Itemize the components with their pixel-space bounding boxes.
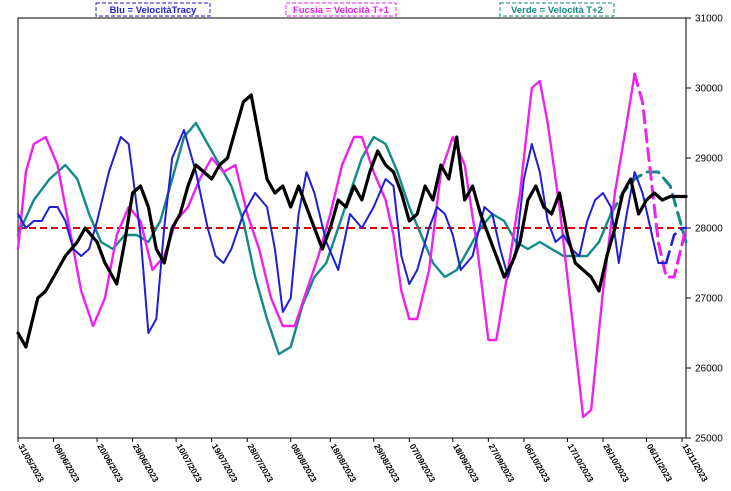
y-tick-label: 28000 xyxy=(695,224,723,235)
legend-label: Fucsia = Velocità T+1 xyxy=(293,5,390,16)
series-line-fucsia xyxy=(16,72,636,419)
legend-label: Verde = Velocità T+2 xyxy=(511,5,603,16)
y-tick-label: 31000 xyxy=(695,14,723,25)
legend: Blu = VelocitàTracy Fucsia = Velocità T+1… xyxy=(95,2,615,17)
legend-box xyxy=(499,2,615,17)
forecast-line-fucsia xyxy=(633,72,688,279)
legend-box xyxy=(95,2,211,17)
y-tick-label: 29000 xyxy=(695,154,723,165)
y-tick-label: 26000 xyxy=(695,364,723,375)
y-tick-label: 27000 xyxy=(695,294,723,305)
legend-label: Blu = VelocitàTracy xyxy=(110,5,198,16)
series-line-price xyxy=(16,93,688,349)
series-layer xyxy=(16,72,688,419)
legend-box xyxy=(285,2,397,17)
y-tick-label: 30000 xyxy=(695,84,723,95)
forecast-line-blu xyxy=(664,226,688,265)
y-tick-label: 25000 xyxy=(695,434,723,445)
